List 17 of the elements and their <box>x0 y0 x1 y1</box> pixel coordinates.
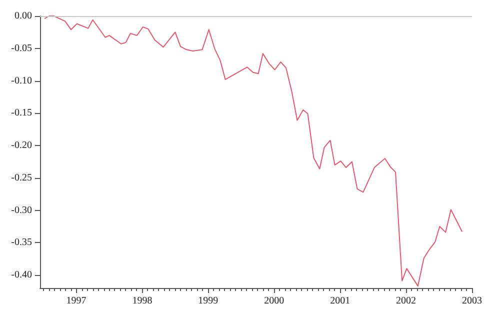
x-tick-label: 1998 <box>132 296 152 306</box>
y-tick-label: -0.20 <box>11 140 32 152</box>
x-tick-label: 2001 <box>330 296 350 306</box>
y-tick-label: -0.35 <box>11 237 32 248</box>
y-tick-label: -0.10 <box>11 75 32 86</box>
y-tick-label: -0.30 <box>11 204 32 216</box>
x-tick-label: 2003 <box>462 296 482 306</box>
y-tick-label: 0.00 <box>14 10 32 22</box>
x-tick-label: 2000 <box>264 296 284 306</box>
y-tick-label: -0.15 <box>11 108 32 119</box>
y-tick-label: -0.25 <box>11 172 32 184</box>
line-series <box>44 16 463 287</box>
x-tick-label: 2002 <box>396 296 416 306</box>
y-tick-label: -0.05 <box>11 42 32 54</box>
x-tick-label: 1999 <box>198 296 218 306</box>
x-tick-label: 1997 <box>66 296 86 306</box>
y-tick-label: -0.40 <box>11 270 32 281</box>
